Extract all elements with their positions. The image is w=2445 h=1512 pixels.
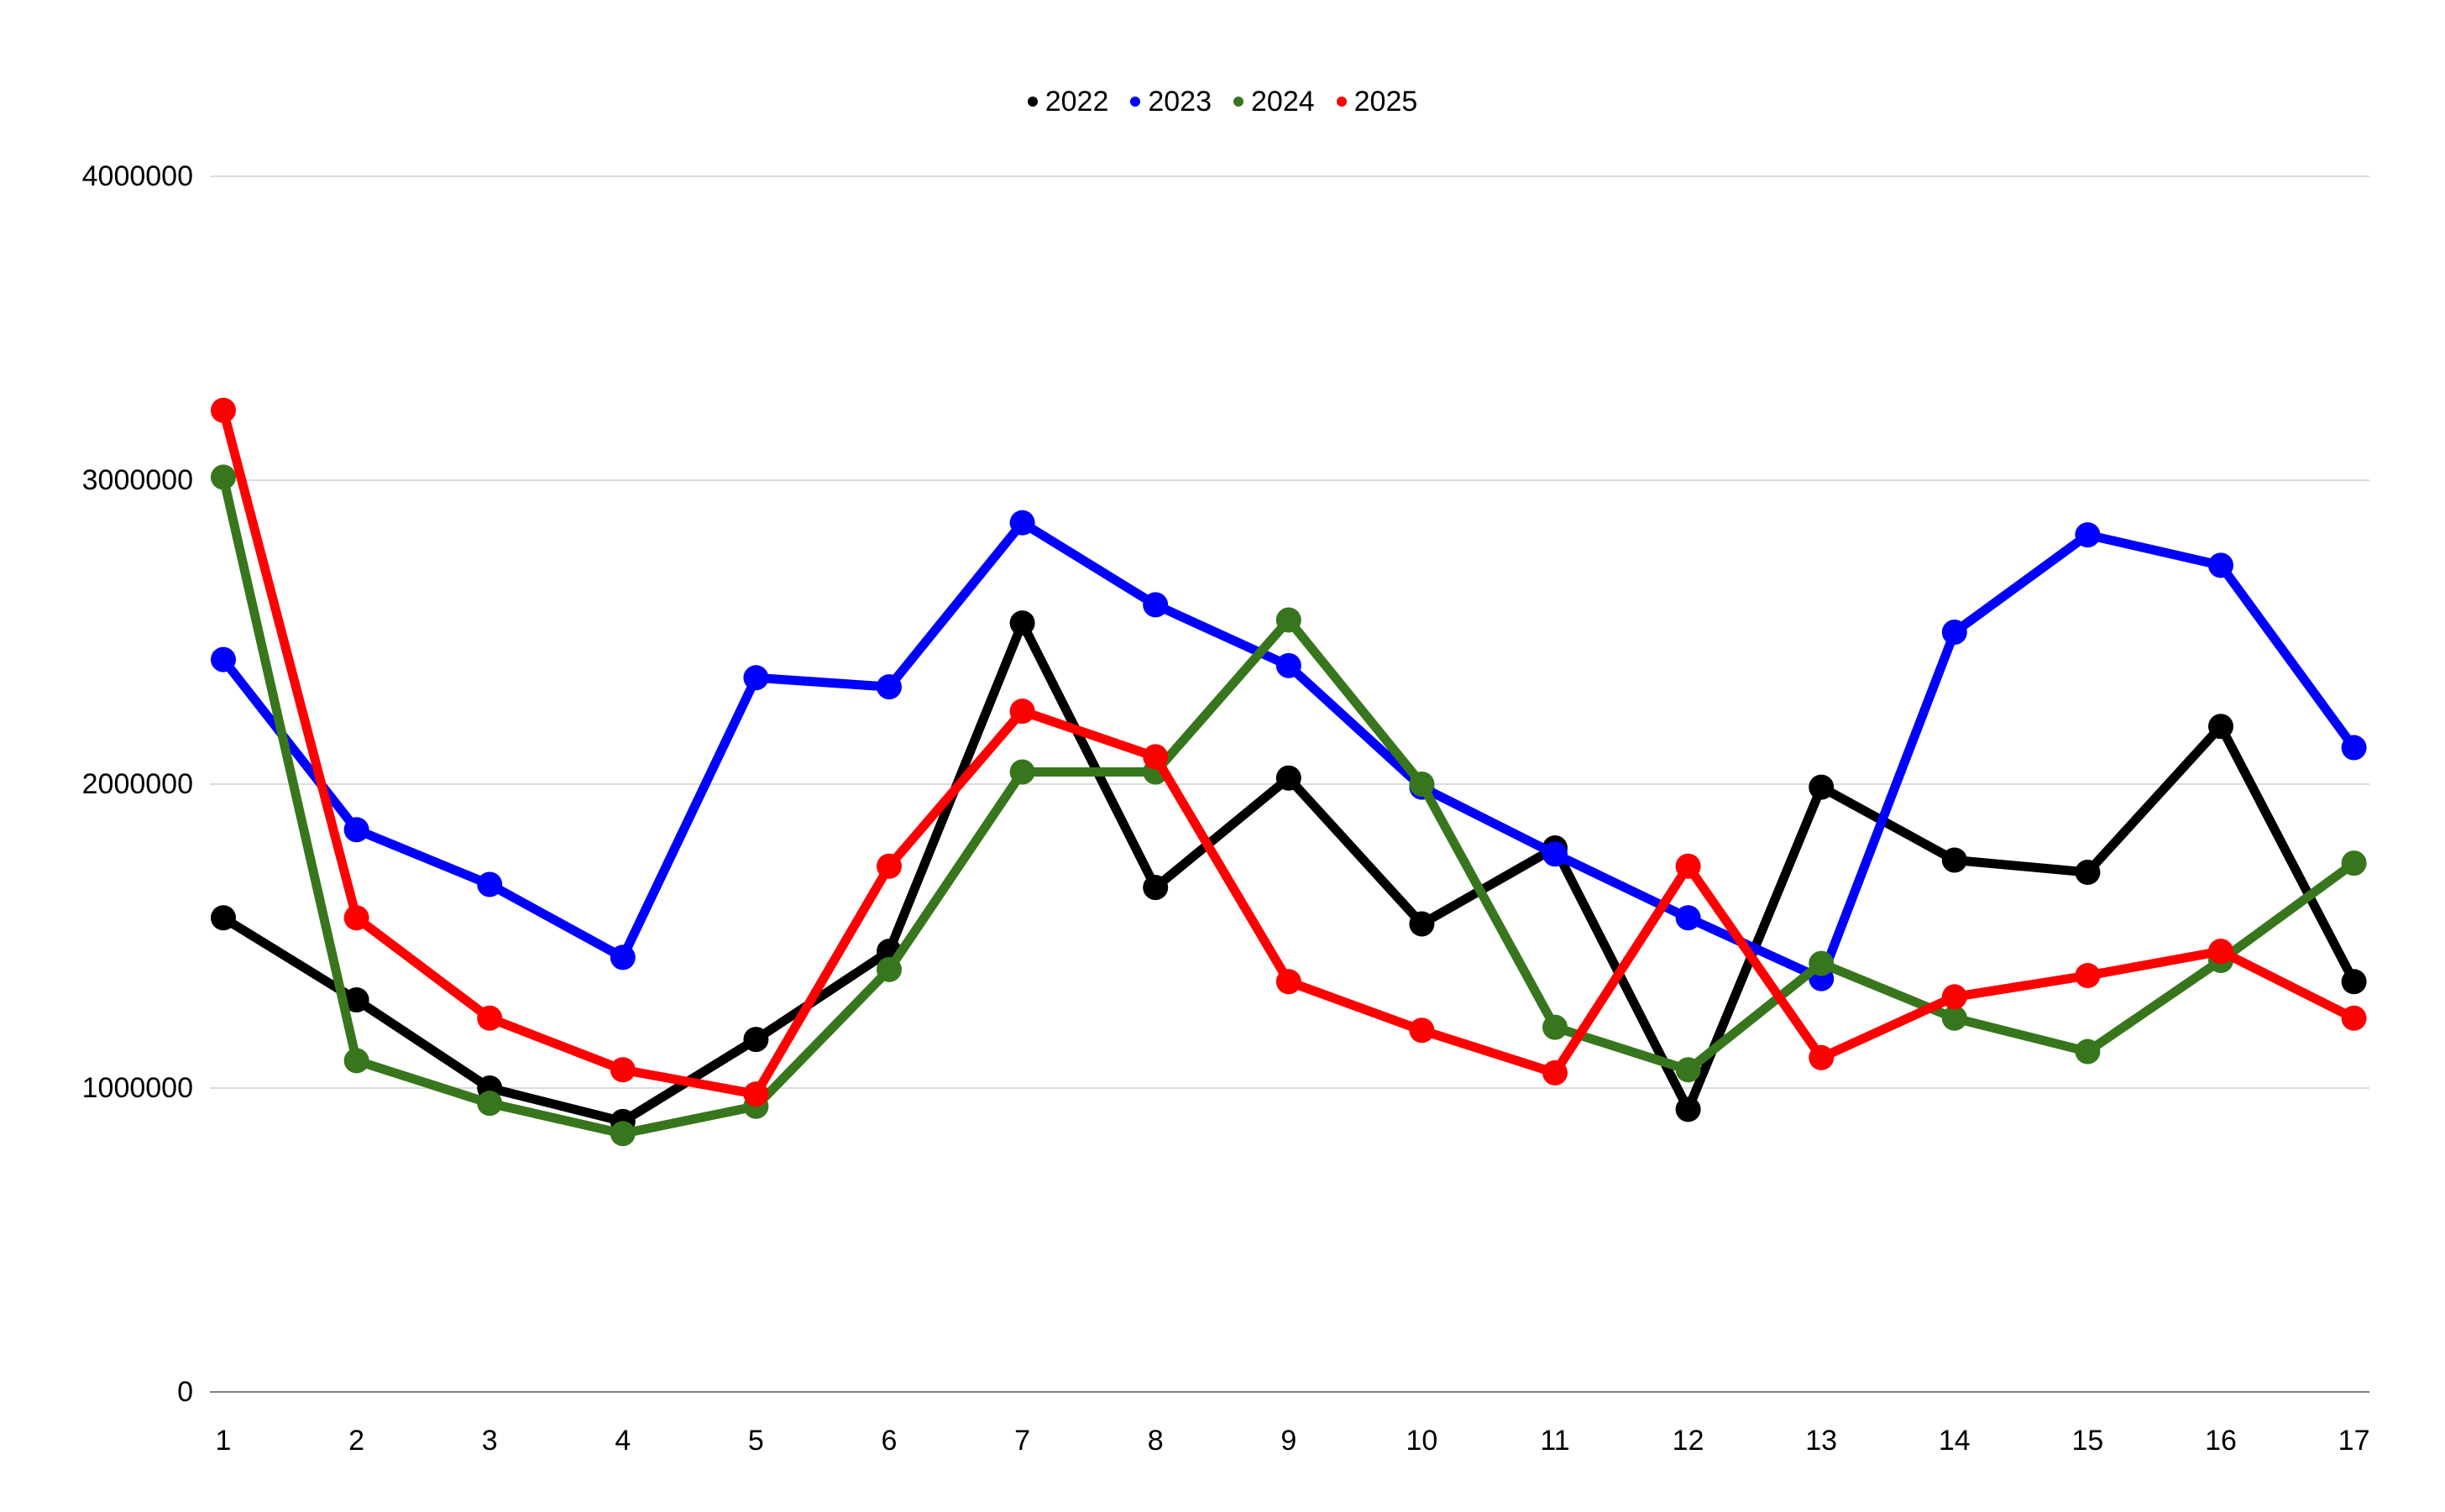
data-point-2023-11 — [1542, 841, 1568, 867]
data-point-2024-10 — [1409, 772, 1435, 797]
y-axis-tick-label: 0 — [177, 1376, 193, 1408]
data-point-2025-11 — [1542, 1059, 1568, 1086]
data-point-2025-10 — [1409, 1018, 1435, 1044]
x-axis-tick-label: 12 — [1672, 1425, 1704, 1457]
x-axis-tick-label: 15 — [2071, 1425, 2104, 1457]
data-point-2024-6 — [877, 956, 902, 982]
x-axis-tick-label: 5 — [747, 1425, 764, 1457]
data-point-2025-14 — [1941, 984, 1967, 1010]
y-axis-tick-label: 3000000 — [81, 464, 193, 496]
data-point-2025-13 — [1809, 1044, 1835, 1070]
data-point-2025-7 — [1009, 698, 1035, 725]
data-point-2025-4 — [610, 1057, 636, 1083]
x-axis-tick-label: 3 — [481, 1425, 498, 1457]
legend-label: 2022 — [1044, 86, 1109, 118]
data-point-2022-13 — [1809, 774, 1835, 800]
x-axis-tick-label: 11 — [1540, 1425, 1570, 1457]
data-point-2022-9 — [1275, 765, 1301, 791]
data-point-2025-5 — [743, 1081, 769, 1107]
data-point-2024-14 — [1941, 1005, 1967, 1031]
legend-dot-icon — [1130, 97, 1141, 107]
data-point-2023-3 — [477, 871, 503, 897]
data-point-2023-16 — [2208, 552, 2233, 578]
data-point-2022-12 — [1675, 1096, 1701, 1122]
data-point-2025-9 — [1275, 969, 1301, 995]
x-axis-tick-label: 7 — [1014, 1425, 1031, 1457]
x-axis-tick-label: 8 — [1147, 1425, 1164, 1457]
data-point-2022-5 — [743, 1027, 769, 1053]
y-axis-tick-label: 4000000 — [81, 160, 193, 192]
data-point-2022-17 — [2341, 969, 2367, 995]
data-point-2025-17 — [2341, 1005, 2367, 1031]
data-point-2024-9 — [1275, 607, 1301, 633]
legend-label: 2023 — [1148, 86, 1212, 118]
x-axis-tick-label: 14 — [1938, 1425, 1971, 1457]
data-point-2024-12 — [1675, 1057, 1701, 1083]
data-point-2025-8 — [1143, 744, 1169, 770]
legend-dot-icon — [1336, 97, 1347, 107]
x-axis-tick-label: 4 — [615, 1425, 631, 1457]
data-point-2024-3 — [477, 1091, 503, 1117]
data-point-2022-7 — [1009, 610, 1035, 636]
x-axis-tick-label: 16 — [2205, 1425, 2237, 1457]
x-axis-tick-label: 9 — [1280, 1425, 1297, 1457]
data-point-2025-3 — [477, 1005, 503, 1031]
data-point-2023-2 — [343, 817, 369, 843]
data-point-2025-15 — [2075, 963, 2101, 989]
data-point-2024-13 — [1809, 950, 1835, 976]
data-point-2025-12 — [1675, 853, 1701, 879]
data-point-2024-4 — [610, 1121, 636, 1147]
legend-item-2025: 2025 — [1336, 85, 1418, 118]
legend-item-2024: 2024 — [1233, 85, 1315, 118]
data-point-2022-8 — [1143, 875, 1169, 901]
data-point-2024-1 — [211, 464, 236, 490]
data-point-2023-12 — [1675, 905, 1701, 931]
data-point-2025-6 — [877, 853, 902, 879]
x-axis-tick-label: 13 — [1805, 1425, 1838, 1457]
series-line-2022 — [218, 618, 2359, 1127]
legend-dot-icon — [1233, 97, 1243, 107]
legend-dot-icon — [1027, 97, 1038, 107]
data-point-2022-16 — [2208, 714, 2233, 740]
chart-legend: 2022 2023 2024 2025 — [0, 85, 2445, 118]
x-axis-tick-label: 10 — [1406, 1425, 1438, 1457]
data-point-2024-17 — [2341, 850, 2367, 876]
data-point-2023-17 — [2341, 735, 2367, 761]
x-axis-tick-label: 6 — [881, 1425, 898, 1457]
data-point-2025-1 — [211, 397, 236, 423]
data-point-2022-15 — [2075, 859, 2101, 885]
data-point-2024-11 — [1542, 1014, 1568, 1040]
data-point-2024-7 — [1009, 759, 1035, 785]
data-point-2023-9 — [1275, 652, 1301, 678]
legend-label: 2024 — [1251, 86, 1315, 118]
data-point-2022-14 — [1941, 847, 1967, 873]
data-point-2023-8 — [1143, 592, 1169, 618]
data-point-2023-5 — [743, 665, 769, 691]
data-point-2023-4 — [610, 944, 636, 971]
y-axis-tick-label: 2000000 — [81, 768, 193, 800]
data-point-2024-15 — [2075, 1039, 2101, 1065]
x-axis-tick-label: 1 — [215, 1425, 232, 1457]
data-point-2025-16 — [2208, 939, 2233, 965]
data-point-2022-10 — [1409, 911, 1435, 937]
y-axis-tick-label: 1000000 — [81, 1072, 193, 1104]
x-axis-tick-label: 2 — [348, 1425, 365, 1457]
legend-label: 2025 — [1353, 86, 1418, 118]
legend-item-2022: 2022 — [1027, 85, 1109, 118]
x-axis-tick-label: 17 — [2338, 1425, 2370, 1457]
series-line-2023 — [218, 518, 2359, 984]
data-point-2022-2 — [343, 987, 369, 1013]
data-point-2022-1 — [211, 905, 236, 931]
legend-item-2023: 2023 — [1130, 85, 1212, 118]
data-point-2023-6 — [877, 674, 902, 700]
data-point-2023-15 — [2075, 522, 2101, 548]
data-point-2023-7 — [1009, 510, 1035, 536]
data-point-2025-2 — [343, 905, 369, 931]
data-point-2023-14 — [1941, 620, 1967, 645]
data-point-2023-1 — [211, 646, 236, 672]
data-point-2024-2 — [343, 1048, 369, 1074]
